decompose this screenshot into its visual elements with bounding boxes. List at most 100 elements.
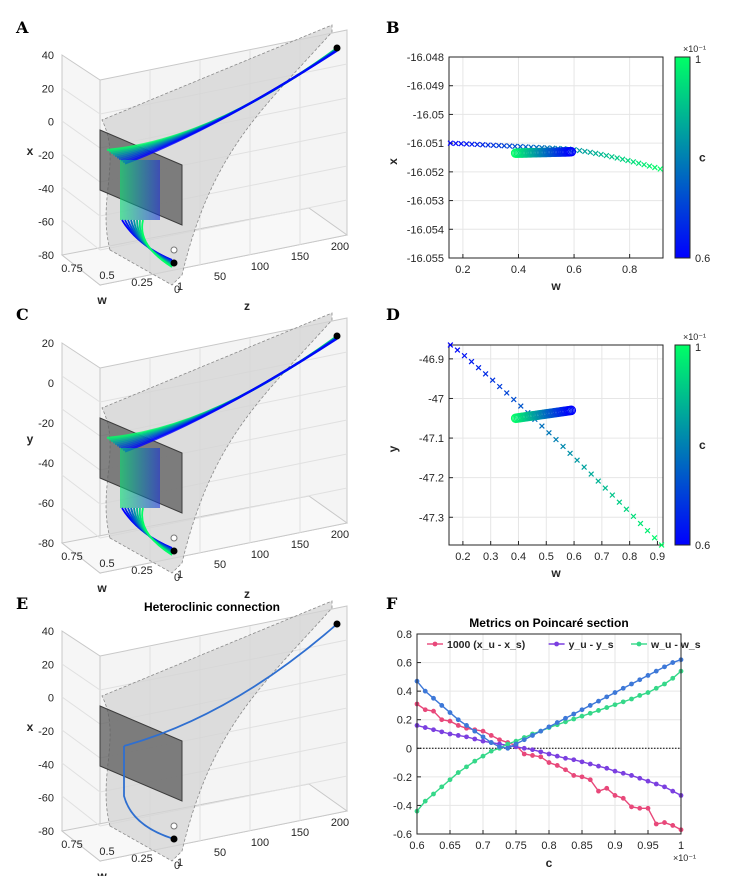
cross-marker [539,423,545,429]
series-point [447,731,453,737]
equilibrium-point-open [170,534,178,542]
cross-marker [560,443,566,450]
series-point [521,751,527,757]
series-point [612,690,618,695]
y-tick-label: -16.055 [407,253,444,265]
series-point [538,754,544,760]
plot-area [449,345,663,545]
series-point [455,717,461,723]
y-tick-label: -16.048 [407,52,444,64]
cross-marker [602,485,609,491]
y-axis-label: y [386,445,400,452]
series-point [604,694,610,700]
cross-marker [623,506,630,513]
x-tick-label: 0.6 [409,840,424,852]
panel-f-line-chart: 0.6 0.65 0.7 0.75 0.8 0.85 0.9 0.95 1 -0.6 -0.4 -0.… [393,616,701,870]
cross-stroke [658,542,665,548]
z-tick-label: 200 [331,529,349,541]
cross-marker [461,352,468,359]
cross-stroke [592,150,599,157]
series-point [653,781,659,787]
x-axis-label: w [550,566,561,580]
x-tick-label: 0.7 [594,551,609,563]
series-point [439,784,445,790]
series-point [596,708,601,713]
colorbar-min-label: 0.6 [695,253,710,265]
cross-stroke [602,485,609,491]
colorbar-label: c [699,151,706,165]
series-point [505,741,511,747]
wall-grid-line [61,375,101,403]
cross-marker [637,520,644,527]
x-tick-label: 0.85 [571,840,592,852]
cross-marker [454,347,461,353]
series-point [670,660,676,665]
series-point [620,699,626,705]
cross-stroke [468,358,475,365]
cross-marker [609,492,616,498]
cross-stroke [469,141,475,148]
series-point [455,733,461,738]
cross-marker [651,534,658,541]
axes-box [448,344,664,546]
y-tick-label: -47.3 [419,512,444,524]
series-point [439,717,445,723]
legend-swatch-marker [636,641,642,647]
cross-stroke [614,155,621,161]
equilibrium-point-lower [170,547,178,555]
panel-letter-d: D [386,305,400,324]
legend-label: y_u - y_s [569,639,614,651]
y-tick-label: -0.2 [393,772,412,784]
series-point [480,734,486,740]
series-point [464,764,469,770]
wall-grid-line [61,153,101,183]
series-point [629,804,634,810]
series-point [587,777,593,783]
y-tick-label: -16.051 [407,138,444,150]
x-tick-label: 0.2 [455,264,470,276]
w-tick-label: 0.25 [131,565,152,577]
cross-stroke [595,478,602,484]
series-point [637,775,643,781]
series-point [645,690,651,695]
panel-letter-e: E [16,594,28,613]
w-tick-label: 0.75 [61,263,82,275]
z-tick-label: 100 [251,549,269,561]
cross-stroke [641,161,647,168]
series-point [579,759,585,765]
series-point [431,791,436,797]
series-point [546,760,552,765]
series-point [563,715,568,721]
cross-marker [616,499,623,505]
series-point [530,753,535,758]
x-tick-label: 0.75 [505,840,526,852]
y-tick-label: -0.4 [393,800,412,812]
trajectory-fan [124,49,338,165]
series-point [480,753,486,759]
cross-stroke [506,143,513,149]
cross-marker [592,150,599,157]
z-axis-label: z [244,299,250,313]
cross-marker [619,156,626,163]
w-tick-label: 0.75 [61,839,82,851]
cross-marker [447,140,454,146]
y-tick-label: -0.6 [393,829,412,841]
z-tick-label: 50 [214,559,226,571]
cross-stroke [635,160,642,167]
x-tick-label: 0.6 [566,264,581,276]
x-exponent: ×10⁻¹ [673,853,696,863]
legend: 1000 (x_u - x_s) y_u - y_s w_u - w_s [427,639,701,651]
series-point [596,788,601,794]
series-point [431,695,436,701]
floor [60,207,349,286]
cross-stroke [576,147,583,154]
w-tick-label: 0.5 [99,558,114,570]
floor [60,495,349,574]
series-point [488,740,494,745]
v-axis-label: y [27,432,34,446]
cross-stroke [495,142,502,149]
series-point [629,696,634,702]
series-point [546,724,552,730]
cross-marker [512,143,518,150]
wall-grid-line [61,507,101,539]
